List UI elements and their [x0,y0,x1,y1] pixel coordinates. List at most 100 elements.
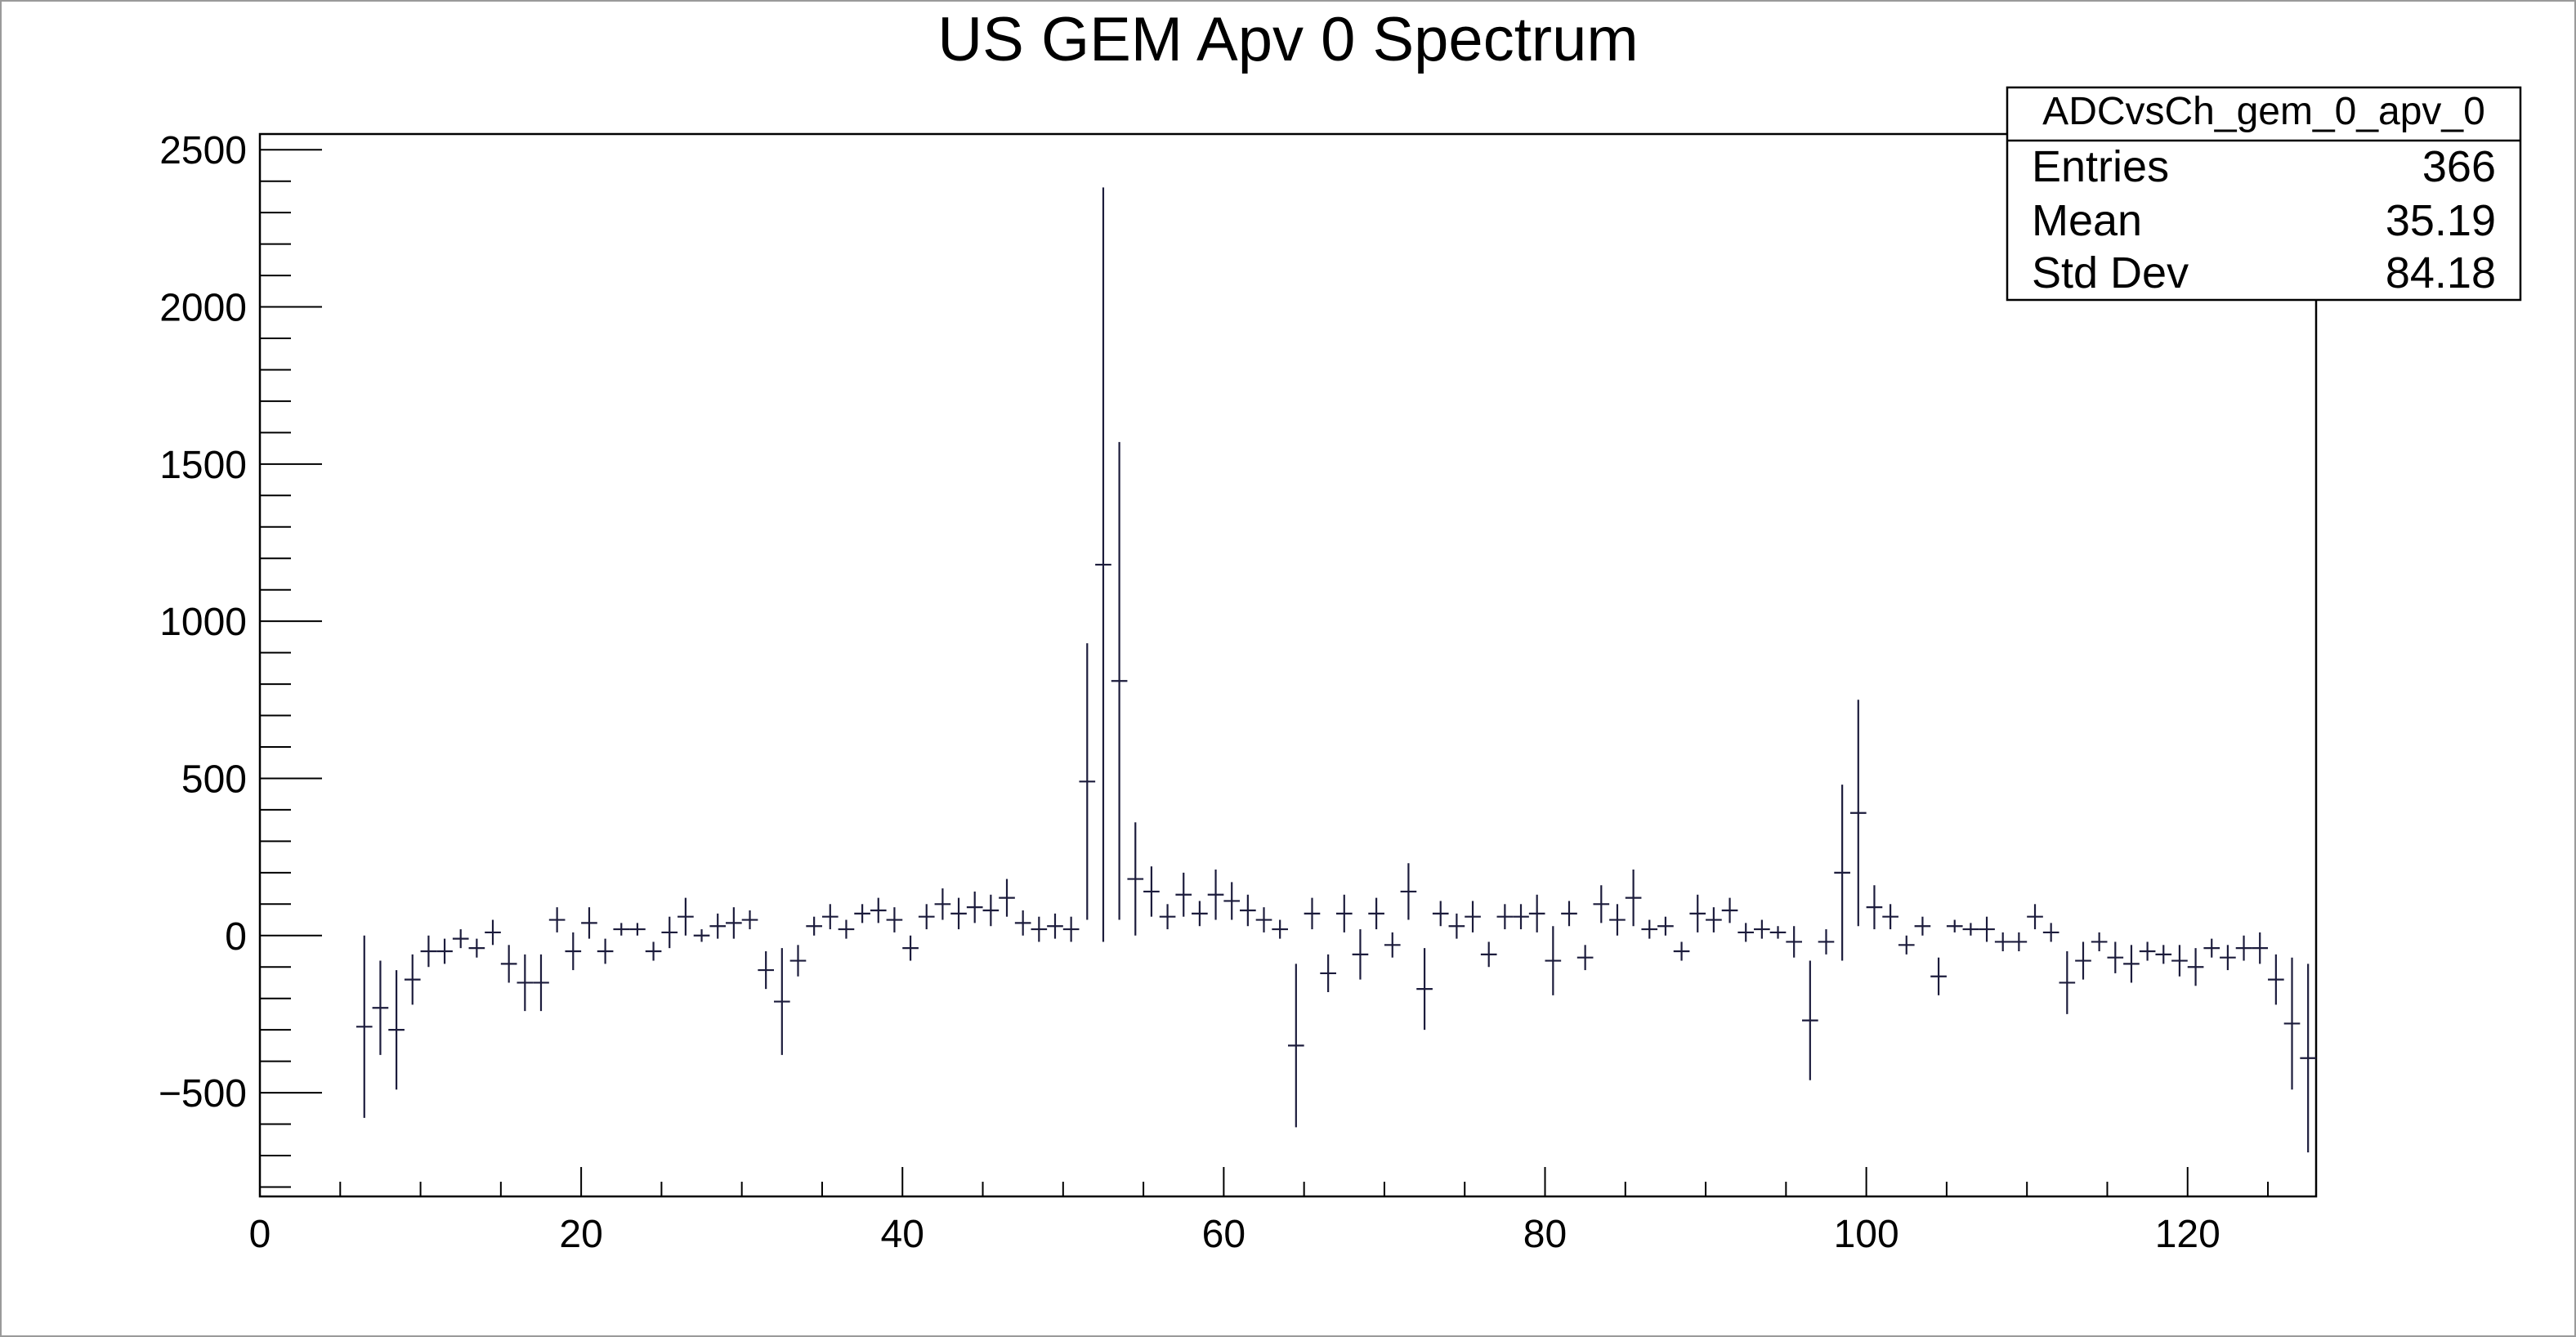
y-tick-label: 1500 [159,444,247,487]
data-point [1047,913,1063,939]
data-point [2268,954,2284,1005]
data-point [1143,866,1160,917]
chart-title: US GEM Apv 0 Spectrum [937,5,1638,74]
data-point [1818,929,1835,955]
data-point [388,970,405,1090]
data-point [1335,894,1353,932]
data-point [1576,945,1594,971]
data-point [1480,941,1497,968]
data-point [1545,926,1562,995]
data-point [902,935,919,961]
data-point [678,897,694,936]
data-point [1561,901,1577,927]
data-point [1979,916,1995,942]
data-point [1175,872,1192,917]
data-point [1014,910,1031,936]
data-points [356,187,2316,1153]
data-point [613,923,630,936]
data-point [726,907,742,939]
data-point [1127,822,1144,936]
data-point [517,954,534,1012]
x-tick-label: 100 [1834,1213,1899,1256]
data-point [1609,904,1626,936]
stats-entries-value: 366 [2422,142,2496,191]
data-point [1288,964,1304,1128]
data-point [1849,700,1867,927]
data-point [1368,897,1384,930]
data-point [500,945,517,983]
data-point [372,960,389,1055]
data-point [1304,897,1321,930]
data-point [2091,932,2108,951]
data-point [1673,941,1690,961]
data-point [1223,882,1241,920]
x-tick-label: 0 [249,1213,271,1256]
y-tick-label: 500 [181,758,247,801]
data-point [950,897,967,930]
data-point [838,919,855,939]
data-point [758,951,774,990]
data-point [597,938,614,964]
data-point [1962,923,1979,936]
data-point [1898,935,1915,955]
data-point [1207,870,1224,920]
y-tick-label: 1000 [159,601,247,644]
data-point [1593,885,1610,923]
data-point [2187,948,2204,986]
data-point [1786,926,1802,958]
y-tick-label: 0 [225,915,247,959]
data-point [1802,960,1818,1080]
data-point [1946,919,1963,932]
data-point [806,916,822,936]
data-point [2059,951,2076,1014]
data-point [1448,913,1465,939]
data-point [854,904,870,923]
data-point [581,907,597,939]
data-point [1706,907,1722,932]
data-point [2252,932,2269,964]
stats-mean-value: 35.19 [2386,196,2496,245]
data-point [2300,964,2316,1153]
data-point [982,894,1000,927]
data-point [629,923,646,936]
axes: 0 20 40 60 80 100 120 −500 0 500 1000 1500 2000 2500 [159,129,2270,1256]
data-point [789,945,807,977]
data-point [1159,904,1176,930]
data-point [436,938,453,964]
data-point [693,929,710,942]
data-point [870,897,887,923]
data-point [709,913,727,939]
data-point [404,954,421,1005]
stats-stddev-value: 84.18 [2386,248,2496,297]
plot-frame [258,132,2318,1198]
x-tick-label: 60 [1202,1213,1246,1256]
data-point [1111,441,1128,920]
data-point [1625,870,1642,927]
data-point [1754,919,1770,939]
data-point [2220,945,2236,971]
data-point [468,938,485,958]
data-point [2027,904,2043,930]
data-point [1737,923,1755,942]
data-point [485,919,501,946]
data-point [1496,904,1514,930]
data-point [565,932,582,971]
data-point [2107,941,2124,973]
data-point [2042,923,2059,942]
data-point [1031,916,1048,942]
data-point [934,888,951,920]
y-tick-label: 2000 [159,287,247,330]
data-point [741,910,758,930]
data-point [1384,932,1401,958]
data-point [645,941,662,961]
x-tick-label: 20 [559,1213,602,1256]
data-point [774,948,790,1055]
data-point [1079,643,1096,920]
stats-box-name: ADCvsCh_gem_0_apv_0 [2042,90,2485,133]
stats-mean-label: Mean [2032,196,2142,245]
stats-box-frame [2006,86,2522,302]
data-point [1769,926,1787,939]
data-point [2171,945,2188,977]
y-tick-label: −500 [159,1072,247,1116]
data-point [2123,945,2140,983]
